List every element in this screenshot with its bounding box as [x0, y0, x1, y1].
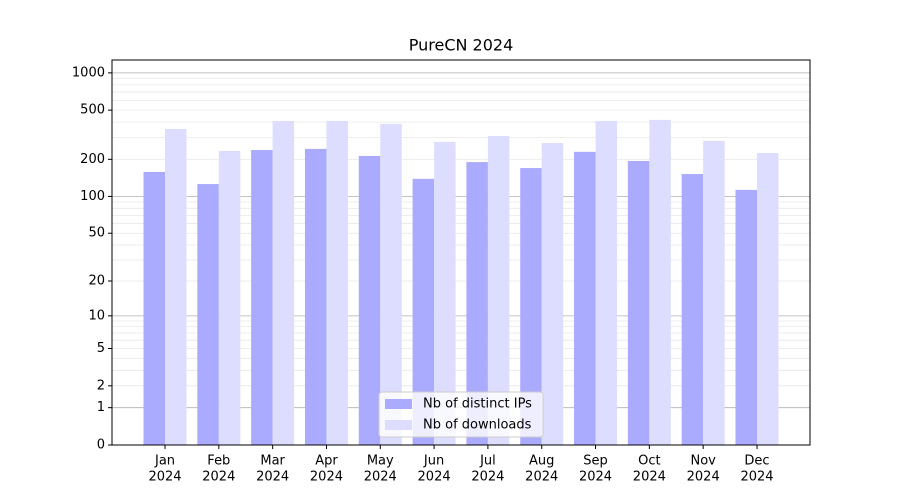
bar	[735, 189, 757, 445]
y-tick-label: 500	[80, 103, 105, 118]
legend-swatch	[385, 420, 412, 430]
x-tick-label: Jan	[154, 454, 175, 469]
x-tick-label: 2024	[364, 470, 397, 485]
bar	[595, 120, 618, 446]
bar	[627, 160, 650, 446]
bar	[756, 153, 779, 445]
y-tick-label: 1000	[72, 65, 105, 80]
bar	[703, 140, 725, 446]
chart-title: PureCN 2024	[409, 36, 514, 55]
x-tick-label: Jun	[423, 454, 444, 469]
x-tick-label: 2024	[310, 470, 343, 485]
bar	[681, 174, 704, 445]
x-tick-label: Jul	[479, 454, 496, 469]
y-tick-label: 100	[80, 189, 105, 204]
legend-label: Nb of distinct IPs	[423, 397, 532, 412]
y-tick-label: 50	[88, 226, 105, 241]
x-tick-label: 2024	[525, 470, 558, 485]
x-tick-label: 2024	[256, 470, 289, 485]
x-tick-label: 2024	[633, 470, 666, 485]
bar	[520, 168, 542, 446]
bar	[304, 148, 327, 445]
x-tick-label: Mar	[260, 454, 285, 469]
x-tick-label: May	[367, 454, 394, 469]
y-tick-label: 20	[88, 274, 105, 289]
x-tick-label: Nov	[690, 454, 716, 469]
bar	[412, 178, 435, 446]
bar	[487, 136, 510, 445]
y-tick-label: 1	[97, 400, 105, 415]
x-tick-label: 2024	[418, 470, 451, 485]
x-tick-label: 2024	[740, 470, 773, 485]
bar	[143, 171, 166, 445]
bar	[218, 150, 241, 445]
x-tick-label: Aug	[529, 454, 554, 469]
x-tick-label: Dec	[744, 454, 769, 469]
x-tick-label: Feb	[207, 454, 230, 469]
bar	[380, 123, 402, 446]
bar	[574, 151, 596, 445]
bar	[649, 119, 671, 446]
x-tick-label: Oct	[638, 454, 660, 469]
x-tick-label: 2024	[471, 470, 504, 485]
x-tick-label: 2024	[202, 470, 235, 485]
bar	[326, 120, 348, 446]
y-tick-label: 0	[97, 438, 105, 453]
x-tick-label: Apr	[315, 454, 338, 469]
legend-swatch	[385, 399, 412, 409]
x-tick-label: 2024	[148, 470, 181, 485]
y-tick-label: 10	[88, 308, 105, 323]
legend-box	[378, 391, 544, 438]
x-tick-label: 2024	[579, 470, 612, 485]
bar	[466, 162, 488, 446]
bar	[434, 141, 456, 445]
bar	[197, 184, 219, 446]
bar	[358, 155, 381, 445]
x-tick-label: 2024	[687, 470, 720, 485]
bar	[272, 120, 295, 446]
x-tick-label: Sep	[583, 454, 608, 469]
y-tick-label: 200	[80, 152, 105, 167]
legend-label: Nb of downloads	[423, 418, 532, 433]
y-tick-label: 2	[97, 378, 105, 393]
bar	[251, 150, 273, 445]
bar	[165, 129, 187, 446]
y-tick-label: 5	[97, 341, 105, 356]
plot-frame	[111, 59, 811, 446]
bar	[541, 143, 564, 445]
